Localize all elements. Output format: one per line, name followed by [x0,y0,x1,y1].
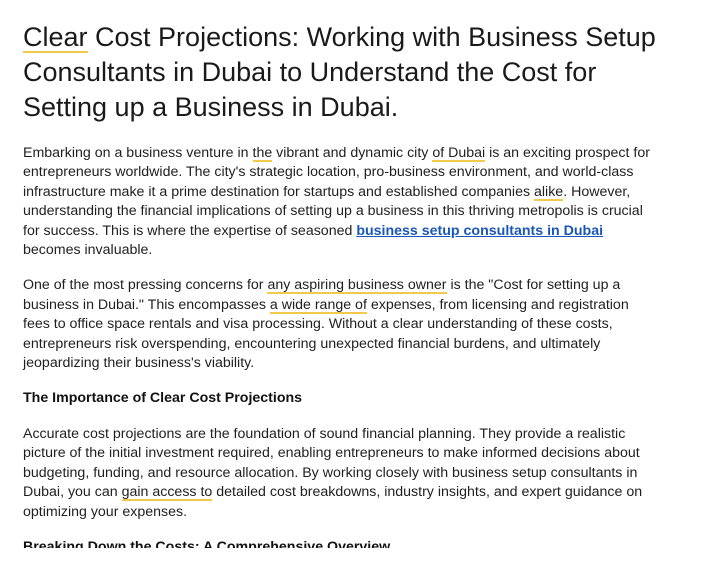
business-setup-consultants-link[interactable]: business setup consultants in Dubai [356,222,604,239]
text-run: expenses, from licensing and registratio… [23,296,629,372]
highlight-any-aspiring-business-owner: any aspiring business owner [267,277,447,295]
title-text: Cost Projections: Working with Business … [23,22,656,122]
text-run: is the "Cost for setting up a business i… [23,277,621,313]
text-run: is an exciting prospect for entrepreneur… [23,145,650,200]
title-highlight: Clear [23,22,88,53]
text-run: vibrant and dynamic city [272,145,433,161]
text-run: becomes invaluable. [23,242,153,259]
intro-paragraph: Embarking on a business venture in the v… [23,144,653,260]
text-run: . However, understanding the financial i… [23,183,643,239]
projections-paragraph: Accurate cost projections are the founda… [23,425,653,522]
highlight-alike: alike [534,183,564,201]
text-run: Embarking on a business venture in [23,145,253,161]
article-title: Clear Cost Projections: Working with Bus… [23,20,663,125]
highlight-the: the [252,145,273,162]
highlight-a-wide-range-of: a wide range of [269,296,367,314]
text-run: detailed cost breakdowns, industry insig… [23,484,643,520]
article: Clear Cost Projections: Working with Bus… [23,20,683,564]
highlight-gain-access-to: gain access to [121,484,213,502]
text-run: One of the most pressing concerns for [23,277,268,294]
highlight-of-dubai: of Dubai [432,145,486,162]
text-run: Accurate cost projections are the founda… [23,425,640,501]
section-heading-importance: The Importance of Clear Cost Projections [23,390,303,407]
cost-concern-paragraph: One of the most pressing concerns for an… [23,276,653,373]
